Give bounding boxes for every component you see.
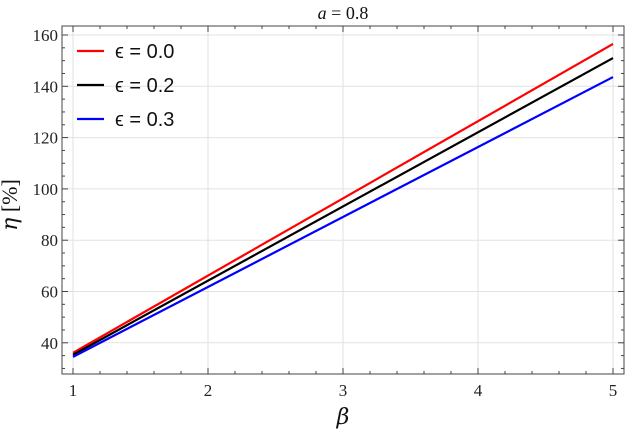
series-line-1 [72, 57, 614, 356]
legend-label-0: ϵ = 0.0 [115, 41, 174, 63]
svg-text:2: 2 [204, 381, 213, 400]
legend: ϵ = 0.0 ϵ = 0.2 ϵ = 0.3 [77, 41, 174, 131]
y-tick-labels: 40 60 80 100 120 140 160 [33, 26, 59, 353]
series-line-0 [72, 43, 614, 354]
axis-ticks [62, 26, 624, 374]
svg-text:140: 140 [33, 77, 59, 96]
svg-text:120: 120 [33, 129, 59, 148]
svg-text:40: 40 [41, 334, 58, 353]
svg-text:160: 160 [33, 26, 59, 45]
y-axis-label: η [%] [0, 179, 23, 231]
svg-text:5: 5 [609, 381, 618, 400]
series-lines [72, 43, 614, 358]
x-axis-label: β [336, 405, 350, 430]
series-line-2 [72, 76, 614, 358]
legend-label-1: ϵ = 0.2 [115, 75, 174, 97]
grid [62, 26, 624, 374]
svg-text:100: 100 [33, 180, 59, 199]
x-tick-labels: 1 2 3 4 5 [69, 381, 618, 400]
svg-text:1: 1 [69, 381, 78, 400]
svg-text:4: 4 [474, 381, 483, 400]
legend-label-2: ϵ = 0.3 [115, 109, 174, 131]
svg-text:80: 80 [41, 231, 58, 250]
svg-text:3: 3 [339, 381, 348, 400]
chart-title: a = 0.8 [318, 3, 369, 23]
svg-text:60: 60 [41, 283, 58, 302]
